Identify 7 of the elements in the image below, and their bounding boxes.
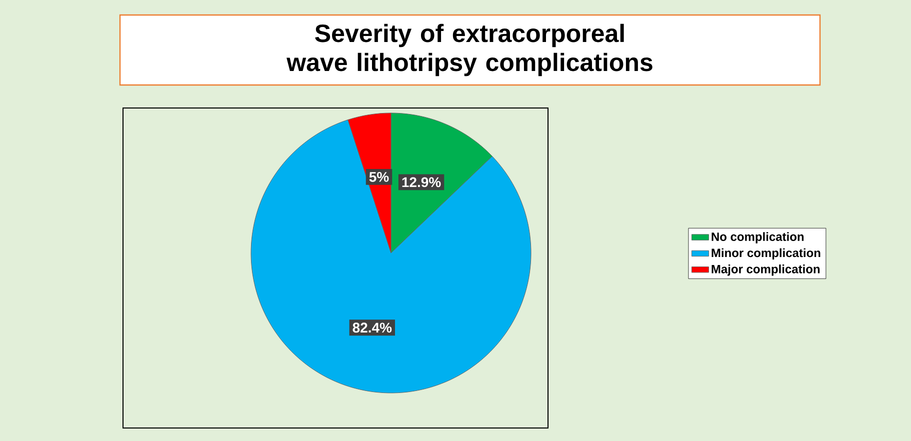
data-label: 82.4% (352, 322, 392, 333)
chart-title: Severity of extracorporeal wave lithotripsy complications (286, 24, 652, 76)
data-label: 5% (369, 172, 389, 182)
legend-label: No complication (712, 232, 804, 244)
legend-label: Minor complication (712, 248, 820, 260)
legend-label: Major complication (712, 264, 820, 276)
data-label: 12.9% (402, 177, 441, 188)
